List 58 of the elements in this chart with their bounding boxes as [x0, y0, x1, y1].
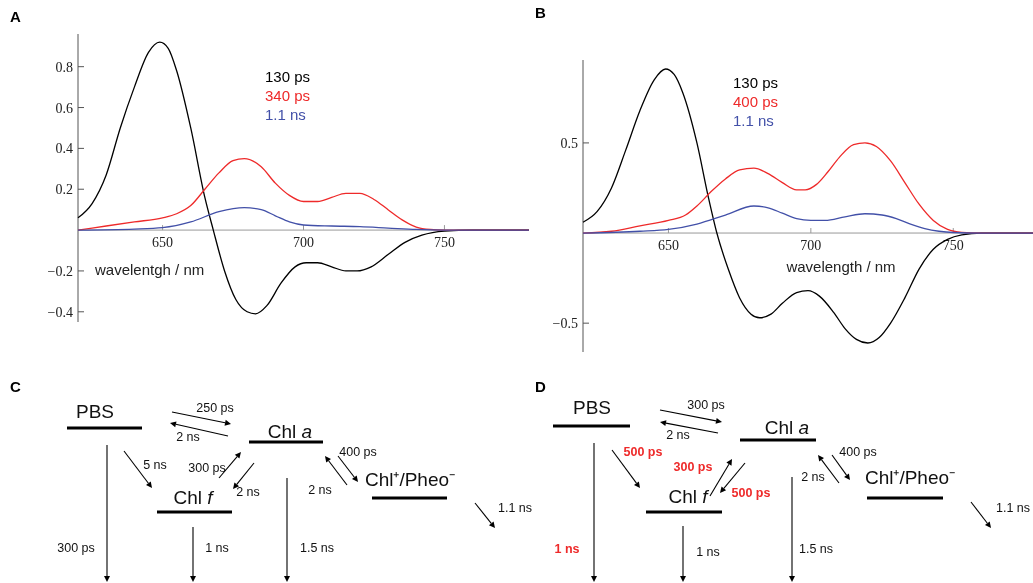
text: 400 ps	[733, 93, 779, 110]
x-axis-title: wavelentgh / nm	[94, 261, 205, 278]
text: D	[535, 378, 546, 395]
text: 1.1 ns	[733, 112, 774, 129]
chart-title: B	[535, 4, 546, 21]
x-tick-label: 750	[942, 238, 964, 254]
text: 1.1 ns	[497, 501, 533, 515]
text: 2 ns	[666, 428, 690, 442]
text: 400 ps	[839, 445, 877, 459]
text: 2 ns	[308, 483, 332, 497]
text: 2 ns	[801, 470, 825, 484]
text: PBS	[572, 397, 612, 418]
text: Chl⁺/Pheo⁻	[364, 469, 456, 490]
text: 1.1 ns	[265, 106, 306, 123]
text: 2 ns	[176, 430, 200, 444]
text: 1.5 ns	[299, 541, 335, 555]
x-axis-title: wavelength / nm	[785, 258, 896, 275]
line-series	[582, 205, 1033, 234]
text: 250 ps	[196, 401, 234, 415]
line-series	[77, 206, 530, 231]
x-tick-label: 750	[433, 235, 455, 251]
text: 500 ps	[731, 486, 771, 500]
x-tick-label: 650	[152, 235, 174, 251]
text: Chl f	[668, 486, 710, 507]
y-tick-label: 0.4	[55, 141, 73, 157]
y-tick-label: −0.4	[47, 304, 73, 320]
text: 1 ns	[554, 542, 580, 556]
y-tick-label: −0.5	[552, 316, 578, 332]
y-tick-label: 0.6	[55, 100, 73, 116]
y-tick-label: 0.2	[55, 182, 73, 198]
text: 1 ns	[205, 541, 229, 555]
text: 500 ps	[623, 445, 663, 459]
text: 1.5 ns	[798, 542, 834, 556]
text: 300 ps	[57, 541, 95, 555]
text: 2 ns	[236, 485, 260, 499]
text: 300 ps	[687, 398, 725, 412]
text: 300 ps	[188, 461, 226, 475]
text: 340 ps	[265, 87, 311, 104]
y-tick-label: 0.8	[55, 59, 73, 75]
x-tick-label: 700	[800, 238, 822, 254]
text: Chl a	[764, 417, 810, 438]
text: C	[10, 378, 21, 395]
text: 300 ps	[673, 460, 713, 474]
text: 5 ns	[143, 458, 167, 472]
text: Chl a	[267, 421, 313, 442]
text: 1 ns	[696, 545, 720, 559]
text: 1.1 ns	[995, 501, 1031, 515]
chart-title: A	[10, 8, 21, 25]
text: 130 ps	[733, 74, 779, 91]
text: 400 ps	[339, 445, 377, 459]
x-tick-label: 650	[657, 238, 679, 254]
x-tick-label: 700	[293, 235, 314, 251]
y-tick-label: 0.5	[560, 135, 578, 151]
text: Chl⁺/Pheo⁻	[864, 467, 956, 488]
text: Chl f	[173, 487, 215, 508]
y-tick-label: −0.2	[47, 263, 73, 279]
text: PBS	[75, 401, 115, 422]
text: 130 ps	[265, 68, 311, 85]
